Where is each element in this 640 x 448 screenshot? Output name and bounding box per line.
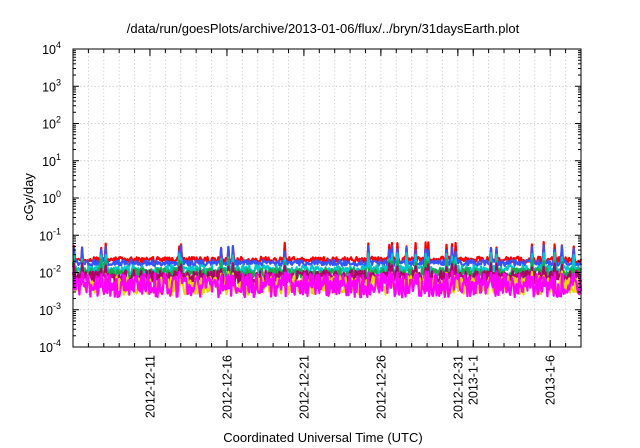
x-tick-label: 2012-12-11 [143,355,157,418]
x-axis: 2012-12-11 2012-12-16 2012-12-21 2012-12-26… [87,49,567,419]
series-line [72,244,583,267]
y-tick-label: 104 [42,40,61,57]
y-tick-base: 10 [42,192,56,206]
y-tick-label: 100 [42,189,61,206]
series-line [71,270,583,299]
y-tick-base: 10 [39,341,53,355]
series-group [71,241,583,299]
y-tick-base: 10 [39,229,53,243]
y-tick-label: 101 [42,152,61,169]
x-tick-label: 2012-12-16 [220,355,234,419]
series-line [72,241,583,264]
y-tick-base: 10 [42,43,56,57]
grid-lines [73,49,581,347]
y-tick-base: 10 [42,155,56,169]
y-axis-label: cGy/day [21,173,36,221]
y-tick-label: 103 [42,77,61,94]
y-tick-exponent: 2 [56,115,61,125]
x-axis-label: Coordinated Universal Time (UTC) [223,430,422,445]
y-tick-label: 10-1 [39,226,61,243]
y-tick-exponent: 4 [56,40,61,50]
y-tick-exponent: 1 [56,152,61,162]
y-tick-base: 10 [42,80,56,94]
x-tick-label: 2012-12-31 [451,355,465,419]
chart-title: /data/run/goesPlots/archive/2013-01-06/f… [127,21,520,36]
y-tick-exponent: -3 [53,301,61,311]
y-tick-exponent: 3 [56,77,61,87]
x-tick-label: 2013-1-6 [544,355,558,405]
y-tick-label: 10-3 [39,301,61,318]
y-tick-exponent: 0 [56,189,61,199]
y-tick-exponent: -1 [53,226,61,236]
y-tick-base: 10 [39,267,53,281]
y-tick-exponent: -2 [53,264,61,274]
x-tick-label: 2012-12-21 [297,355,311,419]
y-tick-exponent: -4 [53,338,61,348]
y-tick-label: 10-4 [39,338,61,355]
y-tick-label: 102 [42,115,61,132]
y-tick-base: 10 [39,304,53,318]
y-tick-base: 10 [42,118,56,132]
y-tick-label: 10-2 [39,264,61,281]
x-tick-label: 2013-1-1 [467,355,481,405]
x-tick-label: 2012-12-26 [374,355,388,419]
